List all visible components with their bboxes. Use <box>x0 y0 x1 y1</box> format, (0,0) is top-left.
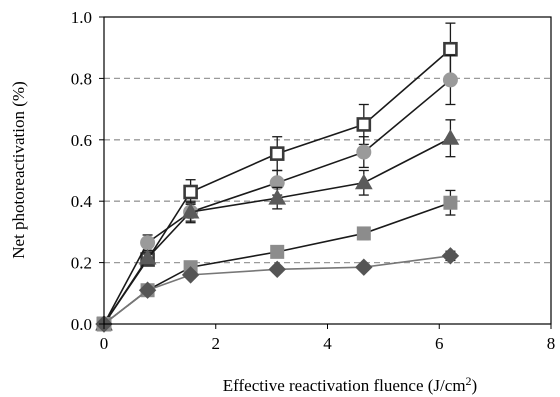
series-2-point-5 <box>441 129 460 145</box>
x-tick-label-4: 8 <box>547 334 556 353</box>
tick-labels: 0.0 0.2 0.4 0.6 0.8 1.0 0 2 4 6 8 <box>71 8 556 353</box>
series-2-point-3 <box>268 189 287 205</box>
series-4-point-2 <box>181 266 200 284</box>
series-3-point-3 <box>270 244 285 259</box>
series-1-point-4 <box>356 144 372 160</box>
series-2-point-1 <box>138 248 157 265</box>
series-0-point-2 <box>183 184 198 200</box>
series-4-point-5 <box>441 247 460 265</box>
y-tick-label-0: 0.0 <box>71 315 92 334</box>
series-1-point-1 <box>140 235 156 251</box>
series-1-line <box>103 79 451 325</box>
x-axis-title-superscript: 2 <box>466 374 472 388</box>
series-3-point-5 <box>443 195 458 210</box>
x-axis-title: Effective reactivation fluence (J/cm2) <box>223 374 477 395</box>
series-2-point-4 <box>354 173 373 190</box>
y-tick-label-2: 0.4 <box>71 192 93 211</box>
y-tick-label-3: 0.6 <box>71 131 92 150</box>
series-layer <box>95 22 460 333</box>
series-4-point-1 <box>138 281 157 299</box>
series-0-point-4 <box>356 117 372 132</box>
y-tick-label-1: 0.2 <box>71 254 92 273</box>
y-tick-label-5: 1.0 <box>71 8 92 27</box>
series-3-point-4 <box>356 226 371 241</box>
x-tick-label-0: 0 <box>100 334 109 353</box>
x-tick-label-1: 2 <box>212 334 221 353</box>
series-4-line <box>103 255 451 325</box>
series-2-point-2 <box>181 202 200 219</box>
series-0-point-5 <box>443 41 458 57</box>
x-axis-title-end: ) <box>472 376 478 395</box>
series-4-point-4 <box>355 258 373 276</box>
series-2-line <box>103 137 451 325</box>
series-1-point-5 <box>442 72 458 88</box>
plot-frame <box>103 16 552 325</box>
series-4 <box>95 247 460 333</box>
y-tick-label-4: 0.8 <box>71 69 92 88</box>
x-tick-label-2: 4 <box>323 334 332 353</box>
grid-lines <box>104 77 551 264</box>
axes <box>99 16 552 329</box>
series-4-point-3 <box>268 260 286 279</box>
y-axis-title: Net photoreactivation (%) <box>9 81 28 259</box>
series-0-point-3 <box>269 146 285 161</box>
x-axis-title-main: Effective reactivation fluence (J/cm <box>223 376 466 395</box>
x-tick-label-3: 6 <box>435 334 444 353</box>
